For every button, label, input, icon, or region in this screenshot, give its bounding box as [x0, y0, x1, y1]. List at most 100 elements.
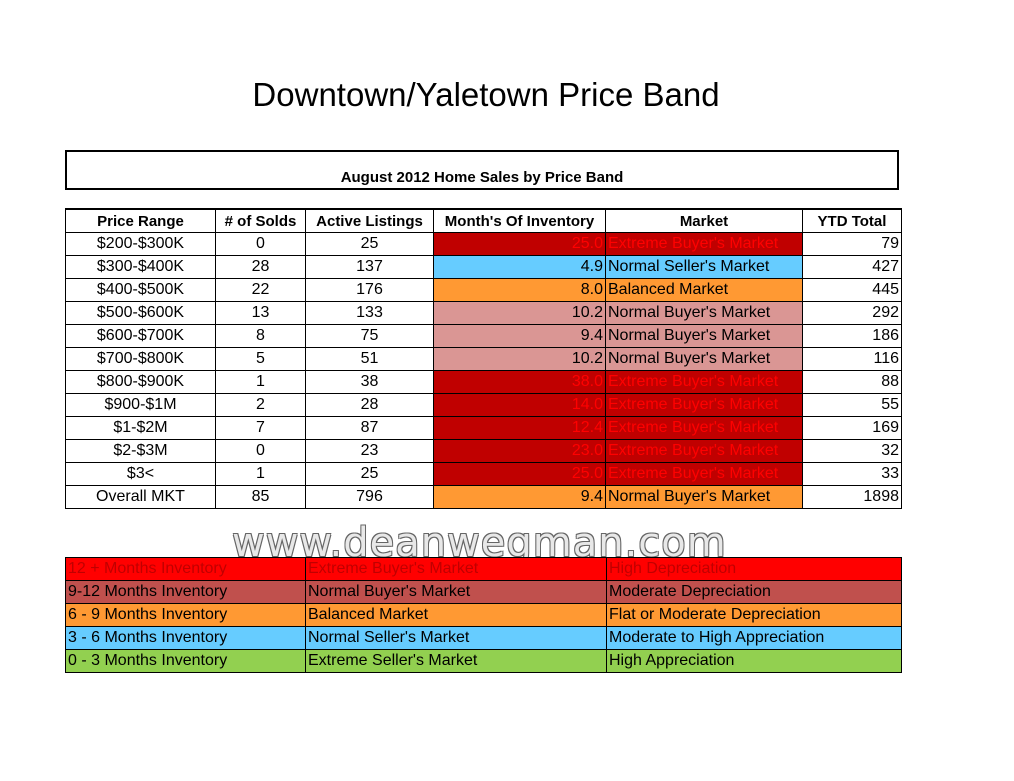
ytd-total-cell: 445 — [802, 278, 902, 302]
legend-market-cell: Normal Buyer's Market — [305, 580, 607, 604]
market-cell: Normal Buyer's Market — [605, 347, 803, 371]
ytd-total-cell: 292 — [802, 301, 902, 325]
solds-cell: 7 — [215, 416, 306, 440]
legend-row: 0 - 3 Months Inventory Extreme Seller's M… — [65, 649, 902, 673]
market-cell: Extreme Buyer's Market — [605, 370, 803, 394]
active-listings-cell: 796 — [305, 485, 434, 509]
legend-row: 3 - 6 Months Inventory Normal Seller's Ma… — [65, 626, 902, 650]
price-range-cell: $500-$600K — [65, 301, 216, 325]
market-cell: Normal Seller's Market — [605, 255, 803, 279]
price-range-cell: Overall MKT — [65, 485, 216, 509]
market-cell: Normal Buyer's Market — [605, 485, 803, 509]
ytd-total-cell: 79 — [802, 232, 902, 256]
price-range-cell: $900-$1M — [65, 393, 216, 417]
legend-market-cell: Extreme Seller's Market — [305, 649, 607, 673]
active-listings-cell: 51 — [305, 347, 434, 371]
ytd-total-cell: 32 — [802, 439, 902, 463]
solds-cell: 0 — [215, 232, 306, 256]
months-inventory-cell: 25.0 — [433, 462, 606, 486]
table-header-row: Price Range # of Solds Active Listings M… — [65, 208, 902, 233]
solds-cell: 1 — [215, 462, 306, 486]
table-row: $800-$900K 1 38 38.0 Extreme Buyer's Market 8… — [65, 370, 902, 394]
legend-effect-cell: High Depreciation — [606, 557, 902, 581]
solds-cell: 22 — [215, 278, 306, 302]
solds-cell: 0 — [215, 439, 306, 463]
market-cell: Balanced Market — [605, 278, 803, 302]
legend-effect-cell: Flat or Moderate Depreciation — [606, 603, 902, 627]
months-inventory-cell: 10.2 — [433, 301, 606, 325]
legend-inventory-cell: 12 + Months Inventory — [65, 557, 306, 581]
legend-row: 9-12 Months Inventory Normal Buyer's Mark… — [65, 580, 902, 604]
price-range-cell: $2-$3M — [65, 439, 216, 463]
solds-cell: 13 — [215, 301, 306, 325]
header-price-range: Price Range — [65, 208, 216, 233]
solds-cell: 1 — [215, 370, 306, 394]
ytd-total-cell: 55 — [802, 393, 902, 417]
solds-cell: 28 — [215, 255, 306, 279]
price-range-cell: $800-$900K — [65, 370, 216, 394]
legend-effect-cell: Moderate to High Appreciation — [606, 626, 902, 650]
market-cell: Extreme Buyer's Market — [605, 416, 803, 440]
market-cell: Extreme Buyer's Market — [605, 439, 803, 463]
months-inventory-cell: 4.9 — [433, 255, 606, 279]
legend-inventory-cell: 9-12 Months Inventory — [65, 580, 306, 604]
price-range-cell: $400-$500K — [65, 278, 216, 302]
solds-cell: 5 — [215, 347, 306, 371]
table-row: $600-$700K 8 75 9.4 Normal Buyer's Market 186 — [65, 324, 902, 348]
table-row: $200-$300K 0 25 25.0 Extreme Buyer's Market 7… — [65, 232, 902, 256]
months-inventory-cell: 23.0 — [433, 439, 606, 463]
legend-market-cell: Balanced Market — [305, 603, 607, 627]
page-title: Downtown/Yaletown Price Band — [252, 76, 720, 113]
price-range-cell: $200-$300K — [65, 232, 216, 256]
market-cell: Extreme Buyer's Market — [605, 462, 803, 486]
legend-row: 12 + Months Inventory Extreme Buyer's Mar… — [65, 557, 902, 581]
active-listings-cell: 137 — [305, 255, 434, 279]
market-cell: Extreme Buyer's Market — [605, 393, 803, 417]
table-row: $500-$600K 13 133 10.2 Normal Buyer's Market… — [65, 301, 902, 325]
months-inventory-cell: 9.4 — [433, 324, 606, 348]
months-inventory-cell: 8.0 — [433, 278, 606, 302]
months-inventory-cell: 12.4 — [433, 416, 606, 440]
price-range-cell: $300-$400K — [65, 255, 216, 279]
legend-effect-cell: Moderate Depreciation — [606, 580, 902, 604]
table-row: $2-$3M 0 23 23.0 Extreme Buyer's Market 32 — [65, 439, 902, 463]
solds-cell: 2 — [215, 393, 306, 417]
legend-inventory-cell: 6 - 9 Months Inventory — [65, 603, 306, 627]
legend-effect-cell: High Appreciation — [606, 649, 902, 673]
table-row: $400-$500K 22 176 8.0 Balanced Market 445 — [65, 278, 902, 302]
legend-inventory-cell: 0 - 3 Months Inventory — [65, 649, 306, 673]
table-row: $3< 1 25 25.0 Extreme Buyer's Market 33 — [65, 462, 902, 486]
active-listings-cell: 75 — [305, 324, 434, 348]
ytd-total-cell: 88 — [802, 370, 902, 394]
months-inventory-cell: 9.4 — [433, 485, 606, 509]
table-row: $700-$800K 5 51 10.2 Normal Buyer's Market 11… — [65, 347, 902, 371]
table-row: $900-$1M 2 28 14.0 Extreme Buyer's Market 55 — [65, 393, 902, 417]
ytd-total-cell: 186 — [802, 324, 902, 348]
header-ytd-total: YTD Total — [802, 208, 902, 233]
market-cell: Normal Buyer's Market — [605, 301, 803, 325]
price-range-cell: $3< — [65, 462, 216, 486]
active-listings-cell: 38 — [305, 370, 434, 394]
price-range-cell: $600-$700K — [65, 324, 216, 348]
header-active-listings: Active Listings — [305, 208, 434, 233]
header-solds: # of Solds — [215, 208, 306, 233]
table-row: $1-$2M 7 87 12.4 Extreme Buyer's Market 169 — [65, 416, 902, 440]
solds-cell: 8 — [215, 324, 306, 348]
table-row: $300-$400K 28 137 4.9 Normal Seller's Market… — [65, 255, 902, 279]
table-caption: August 2012 Home Sales by Price Band — [340, 169, 624, 186]
header-market: Market — [605, 208, 803, 233]
market-cell: Normal Buyer's Market — [605, 324, 803, 348]
ytd-total-cell: 33 — [802, 462, 902, 486]
active-listings-cell: 25 — [305, 232, 434, 256]
legend-market-cell: Normal Seller's Market — [305, 626, 607, 650]
ytd-total-cell: 1898 — [802, 485, 902, 509]
header-months-inventory: Month's Of Inventory — [433, 208, 606, 233]
price-range-cell: $700-$800K — [65, 347, 216, 371]
months-inventory-cell: 38.0 — [433, 370, 606, 394]
months-inventory-cell: 25.0 — [433, 232, 606, 256]
price-range-cell: $1-$2M — [65, 416, 216, 440]
ytd-total-cell: 116 — [802, 347, 902, 371]
active-listings-cell: 25 — [305, 462, 434, 486]
price-band-table: Price Range # of Solds Active Listings M… — [65, 208, 902, 509]
active-listings-cell: 133 — [305, 301, 434, 325]
